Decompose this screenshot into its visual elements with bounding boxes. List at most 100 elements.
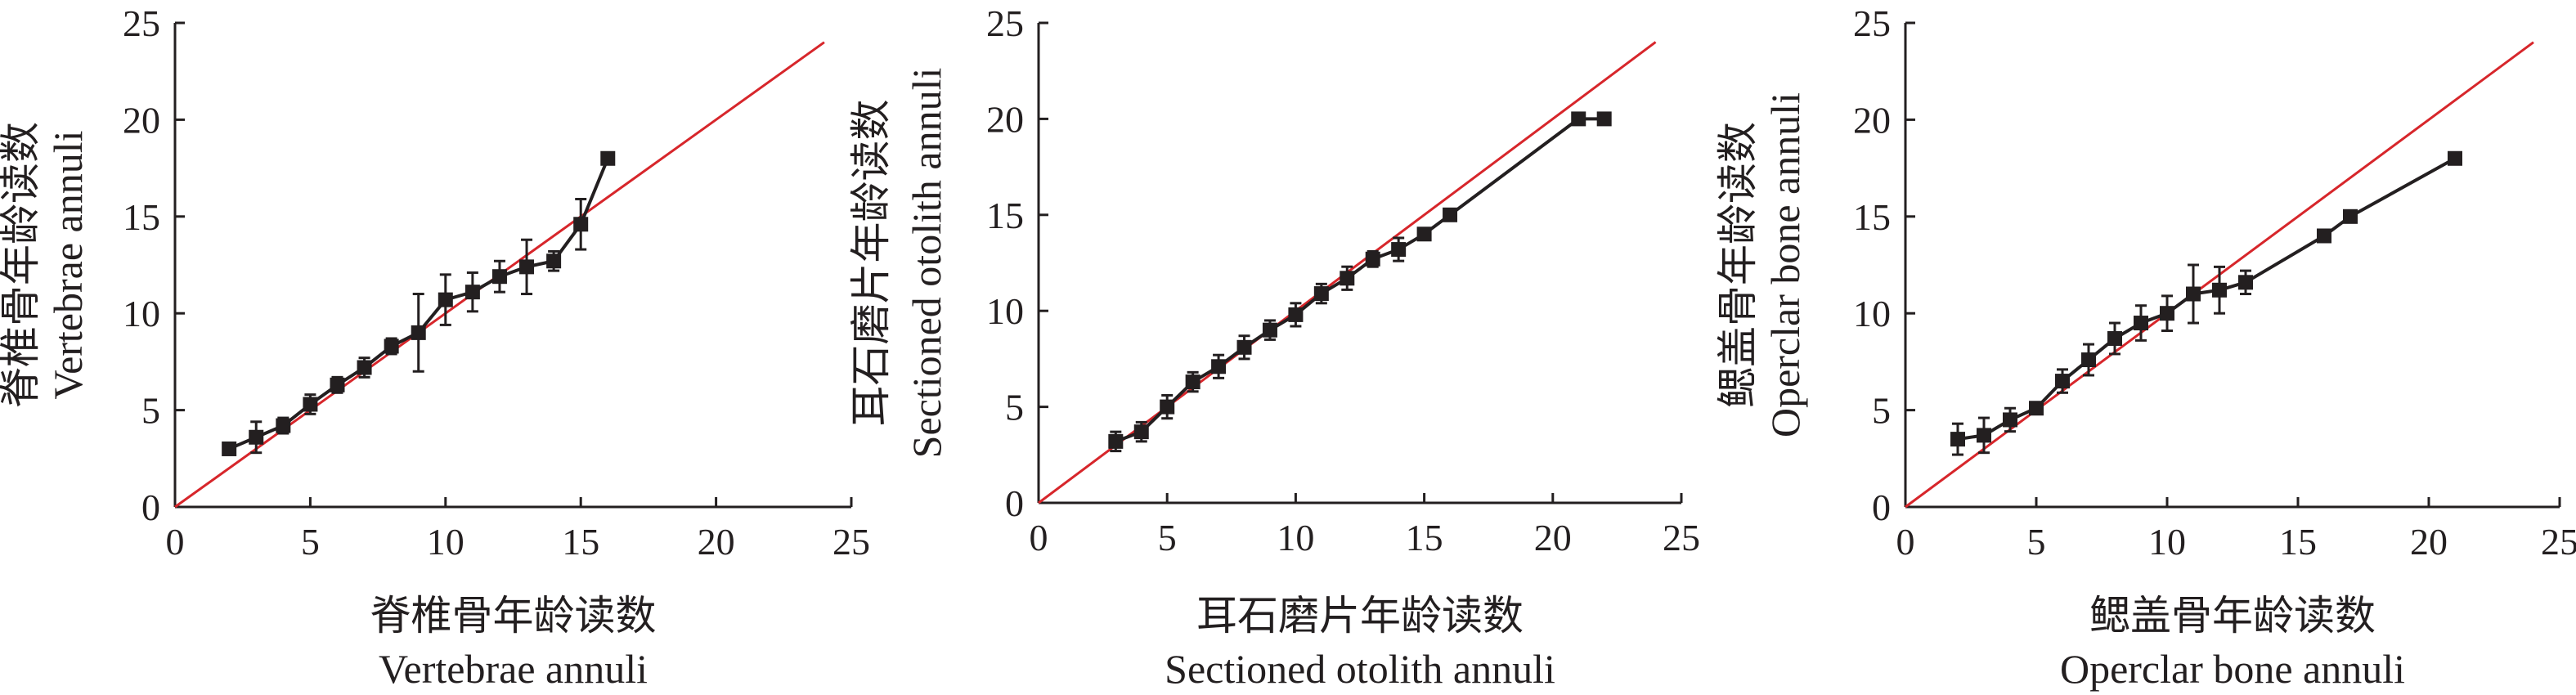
chart-2-point-6 — [2107, 330, 2122, 346]
chart-0-y-tick-label-3: 15 — [123, 196, 160, 238]
chart-1-point-6 — [1262, 322, 1277, 338]
chart-1-point-10 — [1365, 251, 1380, 267]
chart-1-x-axis-title: 耳石磨片年龄读数 — [1196, 593, 1524, 639]
chart-2-point-7 — [2134, 316, 2148, 331]
chart-0-point-11 — [519, 259, 535, 275]
chart-2-point-11 — [2238, 275, 2253, 290]
chart-0-x-axis-title: 脊椎骨年龄读数 — [370, 593, 657, 639]
chart-1-point-11 — [1391, 242, 1407, 258]
chart-2-x-tick-label-5: 25 — [2541, 521, 2576, 563]
chart-1-y-tick-label-0: 0 — [1005, 482, 1024, 524]
chart-2-y-axis-title-en: Operclar bone annuli — [1762, 92, 1808, 437]
chart-1-x-tick-label-4: 20 — [1534, 517, 1572, 558]
chart-1-y-tick-label-2: 10 — [986, 290, 1024, 332]
chart-2-point-4 — [2055, 374, 2070, 389]
chart-2-x-tick-label-1: 5 — [2027, 521, 2046, 563]
chart-2-y-tick-label-3: 15 — [1853, 196, 1891, 238]
chart-1-point-13 — [1443, 207, 1458, 222]
chart-1-point-12 — [1416, 226, 1432, 242]
chart-2-x-tick-label-3: 15 — [2279, 521, 2317, 563]
chart-1-x-tick-label-2: 10 — [1277, 517, 1314, 558]
chart-1-y-tick-label-3: 15 — [986, 195, 1024, 236]
chart-0-x-tick-label-4: 20 — [698, 521, 735, 563]
chart-0-point-6 — [384, 339, 399, 354]
chart-0-y-tick-label-4: 20 — [123, 99, 160, 141]
chart-1-point-8 — [1313, 286, 1329, 302]
chart-1-point-5 — [1236, 339, 1252, 355]
chart-2-x-tick-label-2: 10 — [2148, 521, 2186, 563]
chart-2-y-tick-label-1: 5 — [1872, 390, 1891, 432]
chart-0-y-axis-title-en: Vertebrae annuli — [45, 130, 91, 399]
chart-1-point-14 — [1571, 111, 1586, 127]
chart-2-point-10 — [2212, 282, 2227, 298]
chart-2-y-tick-label-2: 10 — [1853, 293, 1891, 334]
chart-0-y-tick-label-1: 5 — [141, 390, 160, 432]
chart-0-x-tick-label-2: 10 — [427, 521, 464, 563]
chart-0-point-8 — [438, 292, 453, 307]
chart-2-x-axis-title-en: Operclar bone annuli — [2060, 646, 2405, 692]
chart-1-x-tick-label-0: 0 — [1030, 517, 1048, 558]
chart-1-point-9 — [1340, 271, 1355, 286]
chart-2-point-13 — [2343, 208, 2358, 224]
chart-2-point-9 — [2186, 286, 2201, 302]
chart-1-y-axis-title: 耳石磨片年龄读数 — [848, 100, 894, 427]
chart-2-x-tick-label-4: 20 — [2410, 521, 2448, 563]
chart-2-point-5 — [2081, 352, 2096, 368]
chart-1-series-0-line — [1115, 117, 1604, 443]
chart-0-x-axis-title-en: Vertebrae annuli — [379, 646, 648, 692]
chart-0-x-tick-label-1: 5 — [301, 521, 320, 563]
chart-1-x-axis-title-en: Sectioned otolith annuli — [1165, 646, 1555, 692]
chart-0-point-3 — [303, 397, 318, 412]
chart-2-y-tick-label-4: 20 — [1853, 99, 1891, 141]
chart-0-point-0 — [222, 441, 237, 456]
chart-1-point-1 — [1133, 424, 1149, 440]
chart-2-y-tick-label-0: 0 — [1872, 486, 1891, 528]
chart-1-y-axis-title-en: Sectioned otolith annuli — [904, 68, 949, 459]
chart-2-x-axis-title: 鳃盖骨年龄读数 — [2089, 593, 2376, 639]
chart-0-x-tick-label-5: 25 — [832, 521, 870, 563]
chart-2-point-14 — [2448, 150, 2462, 166]
chart-2-y-tick-label-5: 25 — [1853, 2, 1891, 44]
chart-0-point-4 — [330, 377, 345, 392]
chart-1-y-tick-label-4: 20 — [986, 98, 1024, 140]
chart-1-y-tick-label-5: 25 — [986, 2, 1024, 44]
chart-0-point-5 — [357, 360, 372, 375]
chart-2-point-12 — [2317, 228, 2331, 244]
chart-0-x-tick-label-3: 15 — [562, 521, 599, 563]
chart-2-point-3 — [2029, 401, 2044, 416]
chart-0-y-tick-label-0: 0 — [141, 486, 160, 528]
chart-0-point-14 — [600, 150, 616, 166]
chart-1-x-tick-label-3: 15 — [1406, 517, 1443, 558]
chart-1-y-tick-label-1: 5 — [1005, 387, 1024, 428]
chart-0-y-tick-label-5: 25 — [123, 2, 160, 44]
chart-1-point-0 — [1108, 433, 1124, 449]
chart-2-y-axis-title: 鳃盖骨年龄读数 — [1715, 122, 1761, 408]
chart-0-y-tick-label-2: 10 — [123, 293, 160, 334]
chart-2-point-8 — [2160, 306, 2174, 321]
chart-0-point-1 — [249, 429, 264, 445]
chart-0-point-9 — [464, 285, 480, 300]
chart-2-point-0 — [1950, 432, 1965, 447]
chart-0-point-7 — [411, 325, 426, 340]
chart-0-point-2 — [276, 418, 291, 433]
chart-0-point-10 — [491, 269, 507, 285]
chart-1-point-2 — [1160, 399, 1175, 415]
chart-1-point-7 — [1288, 307, 1304, 322]
chart-1-point-3 — [1185, 374, 1200, 390]
chart-2-series-0-line — [1957, 157, 2456, 442]
chart-1-point-4 — [1211, 359, 1227, 374]
chart-0-point-12 — [546, 253, 562, 269]
chart-0-y-axis-title: 脊椎骨年龄读数 — [0, 122, 43, 408]
chart-1-x-tick-label-1: 5 — [1158, 517, 1177, 558]
chart-2-x-tick-label-0: 0 — [1896, 521, 1915, 563]
chart-0-x-tick-label-0: 0 — [166, 521, 185, 563]
chart-2-point-2 — [2003, 412, 2017, 428]
chart-2-point-1 — [1977, 428, 1991, 443]
chart-0-point-13 — [573, 217, 589, 232]
chart-1-point-15 — [1596, 111, 1612, 127]
chart-1-x-tick-label-5: 25 — [1663, 517, 1700, 558]
